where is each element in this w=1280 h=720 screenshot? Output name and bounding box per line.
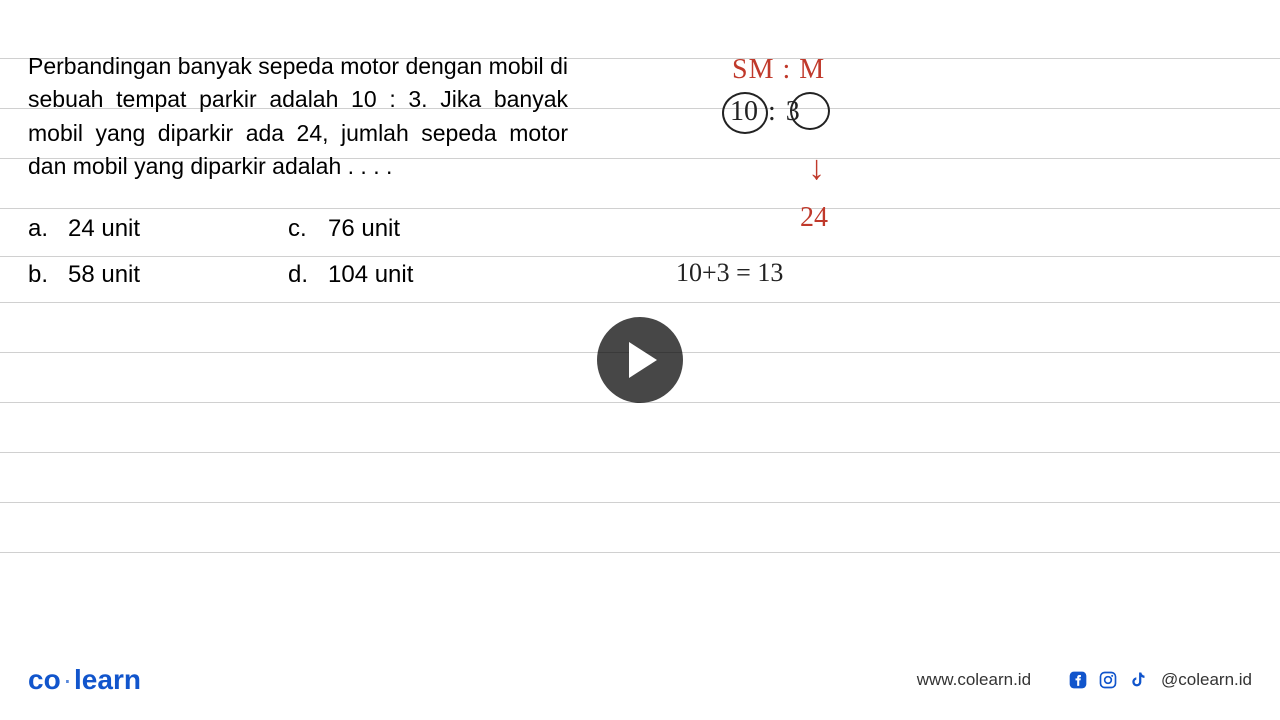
options-grid: a. 24 unit c. 76 unit b. 58 unit d. 104 … (28, 215, 548, 307)
ruled-line (0, 552, 1280, 553)
handwriting-colon: : (768, 96, 776, 127)
instagram-icon (1097, 669, 1119, 691)
tiktok-icon (1127, 669, 1149, 691)
option-b-text: 58 unit (68, 261, 140, 307)
handwriting-header: SM : M (732, 54, 825, 86)
option-b-letter: b. (28, 261, 50, 307)
handwriting-arrow: ↓ (808, 150, 825, 188)
option-c: c. 76 unit (288, 215, 548, 261)
option-d: d. 104 unit (288, 261, 548, 307)
option-c-letter: c. (288, 215, 310, 261)
logo-learn: learn (74, 664, 141, 695)
ruled-line (0, 502, 1280, 503)
social-handle: @colearn.id (1161, 670, 1252, 690)
logo-dot: · (61, 664, 74, 695)
footer: co·learn www.colearn.id @colearn.id (0, 640, 1280, 720)
option-d-letter: d. (288, 261, 310, 307)
option-d-text: 104 unit (328, 261, 413, 307)
circle-annotation-3 (790, 92, 830, 130)
option-c-text: 76 unit (328, 215, 400, 261)
social-icons: @colearn.id (1067, 669, 1252, 691)
option-a-letter: a. (28, 215, 50, 261)
option-a: a. 24 unit (28, 215, 288, 261)
footer-url: www.colearn.id (917, 670, 1031, 690)
option-b: b. 58 unit (28, 261, 288, 307)
brand-logo: co·learn (28, 664, 141, 696)
handwriting-sum: 10+3 = 13 (676, 258, 783, 288)
play-icon (629, 342, 657, 378)
logo-co: co (28, 664, 61, 695)
play-button[interactable] (597, 317, 683, 403)
circle-annotation-10 (722, 92, 768, 134)
handwriting-24: 24 (800, 202, 828, 234)
question-text: Perbandingan banyak sepeda motor dengan … (28, 50, 568, 183)
ruled-line (0, 452, 1280, 453)
ruled-line (0, 208, 1280, 209)
facebook-icon (1067, 669, 1089, 691)
option-a-text: 24 unit (68, 215, 140, 261)
